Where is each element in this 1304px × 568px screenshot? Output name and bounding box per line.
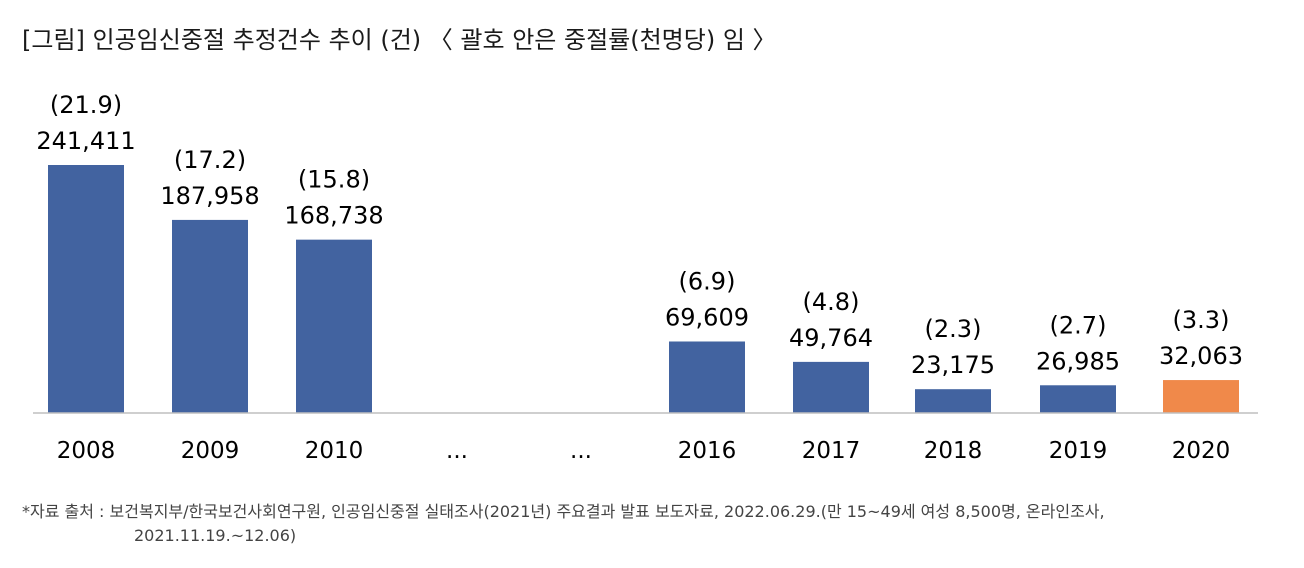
- x-tick-label: 2019: [1049, 438, 1108, 464]
- rate-label-2016: (6.9): [679, 267, 736, 295]
- rate-label-2018: (2.3): [925, 315, 982, 343]
- value-label-2016: 69,609: [665, 303, 749, 331]
- bar-2019: [1040, 385, 1116, 413]
- source-note-line2: 2021.11.19.~12.06): [134, 526, 296, 545]
- bar-2016: [669, 341, 745, 413]
- bar-2020: [1163, 380, 1239, 413]
- rate-label-2017: (4.8): [803, 288, 860, 316]
- x-tick-label: 2008: [57, 438, 116, 464]
- rate-label-2009: (17.2): [174, 146, 246, 174]
- bar-2008: [48, 165, 124, 413]
- value-label-2017: 49,764: [789, 324, 873, 352]
- labels-group: 2008 241,411 (21.9) 2009 187,958 (17.2) 2010 16…: [36, 91, 1243, 464]
- bars-group: [48, 165, 1239, 413]
- value-label-2008: 241,411: [36, 127, 135, 155]
- value-label-2018: 23,175: [911, 351, 995, 379]
- value-label-2019: 26,985: [1036, 347, 1120, 375]
- rate-label-2008: (21.9): [50, 91, 122, 119]
- x-tick-label: 2020: [1172, 438, 1231, 464]
- x-tick-label: 2009: [181, 438, 240, 464]
- value-label-2010: 168,738: [284, 202, 383, 230]
- bar-2017: [793, 361, 869, 413]
- value-label-2020: 32,063: [1159, 342, 1243, 370]
- x-tick-label: ...: [446, 438, 468, 464]
- bar-2009: [172, 219, 248, 413]
- bar-2010: [296, 239, 372, 413]
- rate-label-2010: (15.8): [298, 166, 370, 194]
- x-tick-label: 2010: [305, 438, 364, 464]
- x-tick-label: 2017: [802, 438, 861, 464]
- source-note-line1: *자료 출처 : 보건복지부/한국보건사회연구원, 인공임신중절 실태조사(20…: [22, 502, 1105, 521]
- rate-label-2019: (2.7): [1050, 311, 1107, 339]
- rate-label-2020: (3.3): [1173, 306, 1230, 334]
- x-tick-label: 2016: [678, 438, 737, 464]
- value-label-2009: 187,958: [160, 182, 259, 210]
- x-tick-label: ...: [570, 438, 592, 464]
- x-tick-label: 2018: [924, 438, 983, 464]
- chart-title: [그림] 인공임신중절 추정건수 추이 (건) 〈 괄호 안은 중절률(천명당)…: [22, 26, 777, 54]
- bar-2018: [915, 389, 991, 413]
